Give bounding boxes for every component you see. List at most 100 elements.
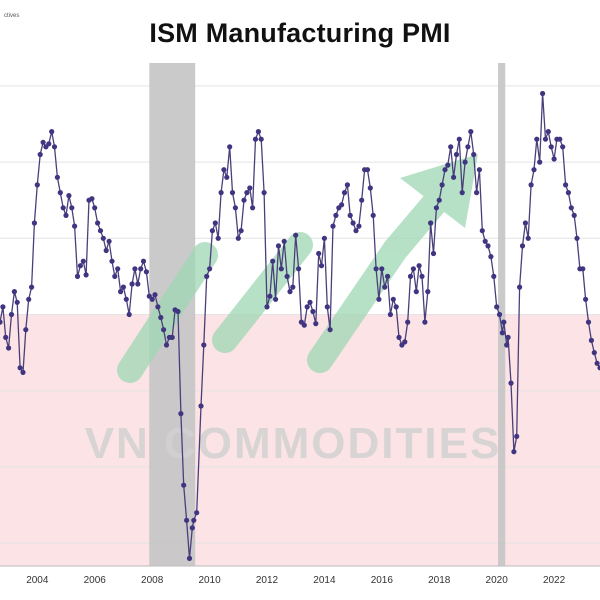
data-point bbox=[244, 190, 250, 196]
data-point bbox=[74, 273, 81, 279]
data-point bbox=[255, 129, 261, 135]
data-point bbox=[468, 129, 474, 135]
data-point bbox=[534, 136, 540, 142]
data-point bbox=[241, 197, 247, 203]
data-point bbox=[379, 266, 385, 272]
data-point bbox=[482, 238, 488, 244]
data-point bbox=[382, 284, 388, 290]
data-point bbox=[63, 212, 69, 218]
data-point bbox=[83, 272, 89, 278]
data-point bbox=[505, 334, 511, 340]
data-point bbox=[191, 517, 197, 523]
data-point bbox=[235, 235, 241, 241]
data-point bbox=[385, 273, 391, 279]
chart-title: ISM Manufacturing PMI bbox=[149, 18, 451, 48]
x-tick-label: 2016 bbox=[371, 575, 394, 586]
data-point bbox=[517, 284, 523, 290]
data-point bbox=[422, 319, 428, 325]
data-point bbox=[26, 296, 32, 302]
data-point bbox=[95, 220, 101, 226]
watermark-text: VN COMMODITIES bbox=[85, 419, 502, 468]
x-tick-label: 2010 bbox=[198, 575, 221, 586]
data-point bbox=[594, 360, 600, 366]
data-point bbox=[330, 223, 336, 229]
data-point bbox=[221, 167, 227, 173]
data-point bbox=[194, 510, 200, 516]
data-point bbox=[290, 284, 296, 290]
data-point bbox=[161, 327, 167, 333]
data-point bbox=[270, 258, 276, 264]
data-point bbox=[92, 205, 98, 211]
data-point bbox=[267, 293, 273, 299]
data-point bbox=[275, 243, 282, 249]
data-point bbox=[585, 319, 592, 325]
data-point bbox=[485, 243, 491, 249]
data-point bbox=[442, 167, 448, 173]
data-point bbox=[0, 319, 3, 325]
data-point bbox=[51, 144, 58, 150]
data-point bbox=[557, 136, 563, 142]
data-point bbox=[393, 304, 399, 310]
data-point bbox=[390, 296, 396, 302]
x-tick-label: 2004 bbox=[26, 575, 49, 586]
data-point bbox=[49, 129, 55, 135]
data-point bbox=[57, 190, 63, 196]
data-point bbox=[347, 212, 353, 218]
data-point bbox=[247, 185, 253, 191]
data-point bbox=[129, 281, 135, 287]
data-point bbox=[545, 129, 551, 135]
data-point bbox=[158, 314, 164, 321]
data-point bbox=[501, 319, 507, 325]
data-point bbox=[580, 266, 586, 272]
data-point bbox=[456, 136, 462, 142]
data-point bbox=[77, 263, 83, 269]
source-note: ctives bbox=[4, 13, 20, 19]
data-point bbox=[54, 174, 61, 180]
data-point bbox=[238, 228, 244, 234]
data-point bbox=[462, 159, 468, 165]
data-point bbox=[186, 555, 193, 562]
data-point bbox=[224, 174, 230, 180]
data-point bbox=[574, 235, 580, 241]
data-point bbox=[8, 311, 15, 318]
data-point bbox=[232, 205, 238, 211]
data-point bbox=[281, 238, 287, 244]
data-point bbox=[416, 263, 422, 269]
data-point bbox=[407, 273, 414, 279]
data-point bbox=[209, 228, 215, 234]
data-point bbox=[3, 334, 9, 340]
data-point bbox=[339, 202, 345, 208]
data-point bbox=[204, 273, 210, 279]
data-point bbox=[324, 304, 330, 310]
data-point bbox=[413, 289, 419, 295]
data-point bbox=[310, 308, 316, 315]
data-point bbox=[445, 162, 451, 168]
data-point bbox=[261, 190, 267, 196]
data-point bbox=[17, 365, 23, 371]
data-point bbox=[169, 334, 175, 340]
data-point bbox=[451, 174, 457, 180]
data-point bbox=[494, 304, 500, 310]
data-point bbox=[504, 342, 510, 348]
data-point bbox=[14, 299, 20, 305]
data-point bbox=[350, 220, 356, 226]
data-point bbox=[459, 190, 465, 196]
data-point bbox=[109, 258, 115, 264]
data-point bbox=[29, 284, 35, 290]
data-point bbox=[6, 345, 12, 351]
data-point bbox=[264, 304, 270, 310]
data-point bbox=[448, 144, 454, 150]
data-point bbox=[327, 327, 333, 333]
data-point bbox=[120, 284, 126, 290]
x-tick-label: 2022 bbox=[543, 575, 566, 586]
data-point bbox=[405, 319, 411, 325]
data-point bbox=[488, 254, 494, 260]
data-point bbox=[419, 273, 425, 279]
data-point bbox=[149, 296, 155, 302]
data-point bbox=[152, 292, 158, 298]
data-point bbox=[333, 212, 339, 218]
data-point bbox=[344, 182, 350, 188]
x-tick-label: 2014 bbox=[313, 575, 336, 586]
data-point bbox=[112, 273, 118, 279]
data-point bbox=[436, 197, 442, 203]
